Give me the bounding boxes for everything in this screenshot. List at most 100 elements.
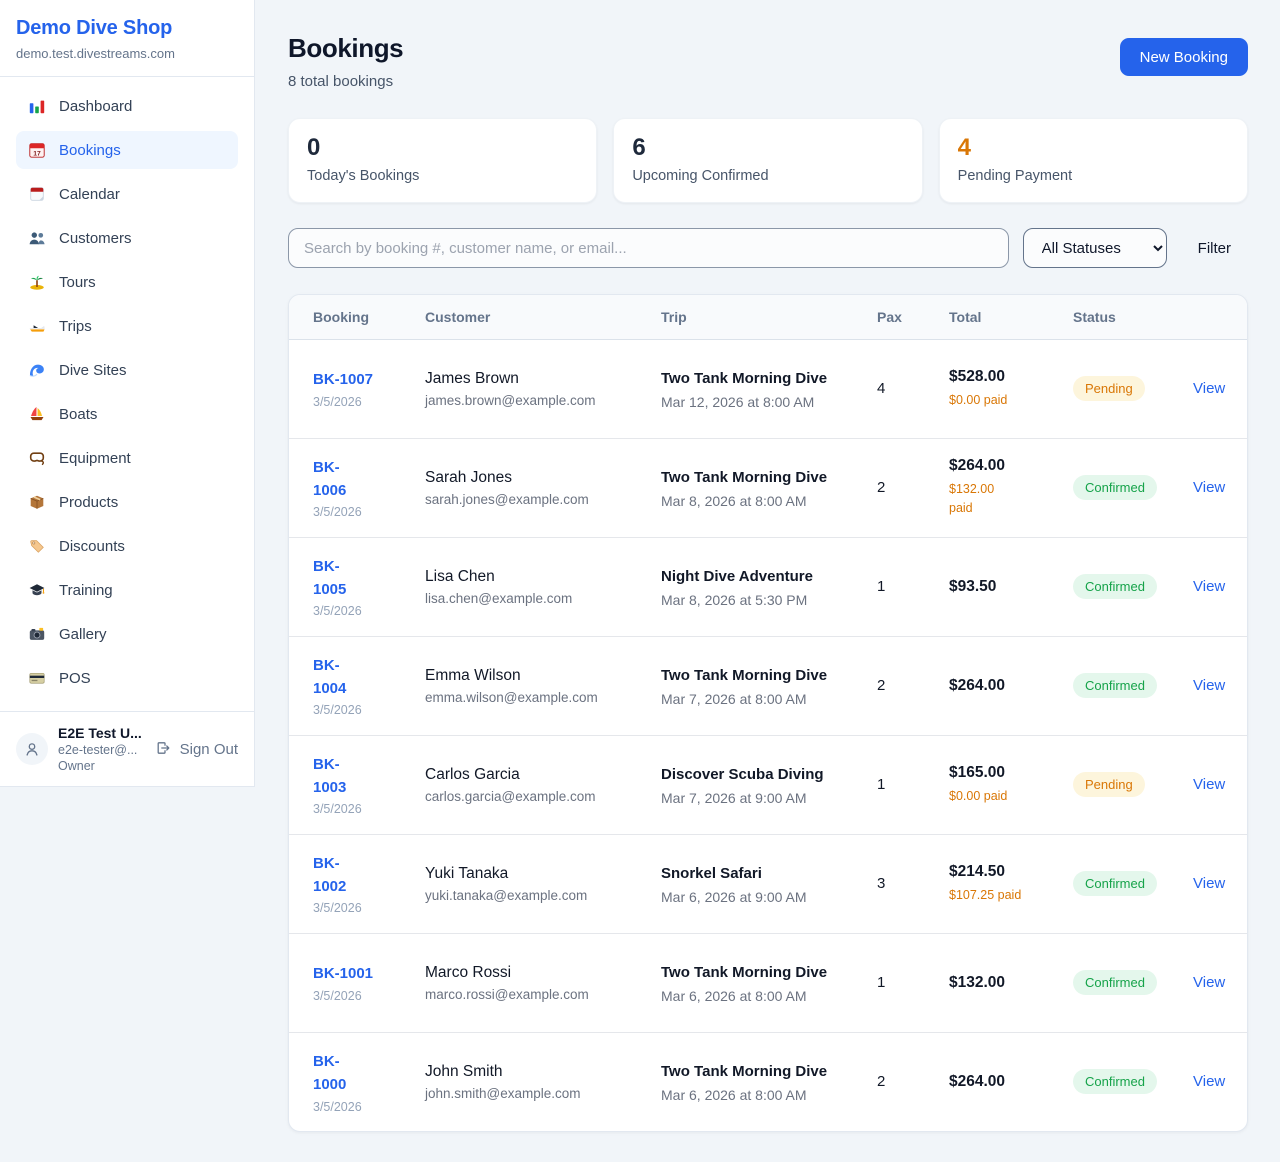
dive-mask-icon [28, 449, 46, 467]
stat-card-upcoming-confirmed: 6 Upcoming Confirmed [613, 118, 923, 203]
customer-email: james.brown@example.com [425, 392, 596, 408]
booking-date: 3/5/2026 [313, 802, 362, 817]
sidebar-item-label: Dive Sites [59, 361, 127, 379]
page-title-block: Bookings 8 total bookings [288, 33, 404, 90]
total-amount: $132.00 [949, 973, 1006, 991]
customer-email: marco.rossi@example.com [425, 986, 589, 1002]
sidebar-item-customers[interactable]: Customers [16, 219, 238, 257]
booking-id-link[interactable]: BK- 1003 [313, 755, 347, 796]
pax-count: 1 [877, 776, 886, 793]
status-badge: Confirmed [1073, 574, 1157, 599]
booking-id-link[interactable]: BK-1001 [313, 965, 374, 983]
customer-name: John Smith [425, 1062, 503, 1080]
customer-name: Yuki Tanaka [425, 864, 509, 882]
bar-chart-icon [28, 97, 46, 115]
total-amount: $93.50 [949, 577, 997, 595]
total-amount: $264.00 [949, 676, 1006, 694]
sidebar-item-label: Trips [59, 317, 92, 335]
sidebar-item-trips[interactable]: Trips [16, 307, 238, 345]
user-email: e2e-tester@... [58, 743, 138, 757]
booking-id-link[interactable]: BK-1007 [313, 371, 374, 389]
bookings-calendar-icon: 17 [28, 141, 46, 159]
sidebar: Demo Dive Shop demo.test.divestreams.com… [0, 0, 255, 787]
view-link[interactable]: View [1193, 775, 1226, 793]
filter-button[interactable]: Filter [1181, 240, 1248, 257]
column-header-trip: Trip [661, 295, 877, 340]
sidebar-item-dashboard[interactable]: Dashboard [16, 87, 238, 125]
sidebar-item-pos[interactable]: POS [16, 659, 238, 697]
wave-icon [28, 361, 46, 379]
search-input[interactable] [288, 228, 1009, 268]
sidebar-item-boats[interactable]: Boats [16, 395, 238, 433]
paid-amount: $132.00 paid [949, 482, 995, 515]
trip-name: Two Tank Morning Dive [661, 468, 828, 486]
stats-cards: 0 Today's Bookings 6 Upcoming Confirmed 4 Pen… [288, 118, 1248, 203]
booking-date: 3/5/2026 [313, 1099, 362, 1114]
sidebar-item-products[interactable]: Products [16, 483, 238, 521]
view-link[interactable]: View [1193, 1072, 1226, 1090]
island-icon [28, 273, 46, 291]
total-amount: $528.00 [949, 367, 1006, 385]
sidebar-item-label: POS [59, 669, 91, 687]
stat-label: Pending Payment [957, 168, 1073, 185]
view-link[interactable]: View [1193, 577, 1226, 595]
sailboat-icon [28, 405, 46, 423]
total-amount: $165.00 [949, 763, 1006, 781]
sidebar-item-calendar[interactable]: Calendar [16, 175, 238, 213]
status-badge: Confirmed [1073, 673, 1157, 698]
shop-name: Demo Dive Shop [16, 17, 173, 39]
trip-datetime: Mar 6, 2026 at 8:00 AM [661, 988, 807, 1005]
customer-email: sarah.jones@example.com [425, 491, 589, 507]
pax-count: 1 [877, 974, 886, 991]
paid-amount: $0.00 paid [949, 788, 1008, 803]
sidebar-nav: Dashboard 17 Bookings Calendar Customers Tour… [0, 77, 254, 711]
bookings-table: Booking Customer Trip Pax Total Status BK-100… [289, 295, 1247, 1131]
sidebar-item-discounts[interactable]: Discounts [16, 527, 238, 565]
sidebar-item-dive-sites[interactable]: Dive Sites [16, 351, 238, 389]
view-link[interactable]: View [1193, 973, 1226, 991]
booking-date: 3/5/2026 [313, 703, 362, 718]
trip-datetime: Mar 8, 2026 at 8:00 AM [661, 493, 807, 510]
sidebar-header: Demo Dive Shop demo.test.divestreams.com [0, 0, 254, 77]
new-booking-button[interactable]: New Booking [1119, 38, 1248, 76]
stat-card-pending-payment: 4 Pending Payment [938, 118, 1248, 203]
view-link[interactable]: View [1193, 676, 1226, 694]
booking-id-link[interactable]: BK- 1002 [313, 854, 347, 895]
sidebar-item-tours[interactable]: Tours [16, 263, 238, 301]
booking-date: 3/5/2026 [313, 988, 362, 1003]
sidebar-item-label: Calendar [59, 185, 120, 203]
booking-id-link[interactable]: BK- 1006 [313, 458, 347, 499]
trip-datetime: Mar 6, 2026 at 9:00 AM [661, 889, 807, 906]
customer-name: Carlos Garcia [425, 765, 520, 783]
status-filter-select[interactable]: All Statuses [1022, 228, 1167, 268]
trip-datetime: Mar 6, 2026 at 8:00 AM [661, 1087, 807, 1104]
tag-icon [28, 537, 46, 555]
trip-datetime: Mar 8, 2026 at 5:30 PM [661, 592, 808, 609]
column-header-actions [1193, 295, 1247, 340]
sidebar-item-training[interactable]: Training [16, 571, 238, 609]
stat-value: 6 [632, 134, 646, 161]
sidebar-item-bookings[interactable]: 17 Bookings [16, 131, 238, 169]
stat-label: Upcoming Confirmed [632, 168, 769, 185]
trip-datetime: Mar 7, 2026 at 8:00 AM [661, 691, 807, 708]
table-row: BK-1007 3/5/2026 James Brown james.brown… [289, 339, 1247, 439]
person-icon [26, 743, 38, 756]
table-row: BK- 1000 3/5/2026 John Smith john.smith@… [289, 1032, 1247, 1131]
main-content: Bookings 8 total bookings New Booking 0 T… [255, 0, 1280, 1132]
sidebar-item-label: Gallery [59, 625, 107, 643]
avatar [16, 733, 48, 765]
sidebar-item-gallery[interactable]: Gallery [16, 615, 238, 653]
view-link[interactable]: View [1193, 478, 1226, 496]
package-icon [28, 493, 46, 511]
view-link[interactable]: View [1193, 379, 1226, 397]
booking-id-link[interactable]: BK- 1000 [313, 1053, 347, 1094]
booking-id-link[interactable]: BK- 1005 [313, 557, 347, 598]
booking-id-link[interactable]: BK- 1004 [313, 656, 347, 697]
sign-out-button[interactable]: Sign Out [155, 740, 238, 758]
table-row: BK- 1006 3/5/2026 Sarah Jones sarah.jone… [289, 438, 1247, 538]
sidebar-item-equipment[interactable]: Equipment [16, 439, 238, 477]
status-badge: Pending [1073, 376, 1145, 401]
pax-count: 2 [877, 1073, 886, 1091]
page-title: Bookings [288, 33, 404, 63]
view-link[interactable]: View [1193, 874, 1226, 892]
